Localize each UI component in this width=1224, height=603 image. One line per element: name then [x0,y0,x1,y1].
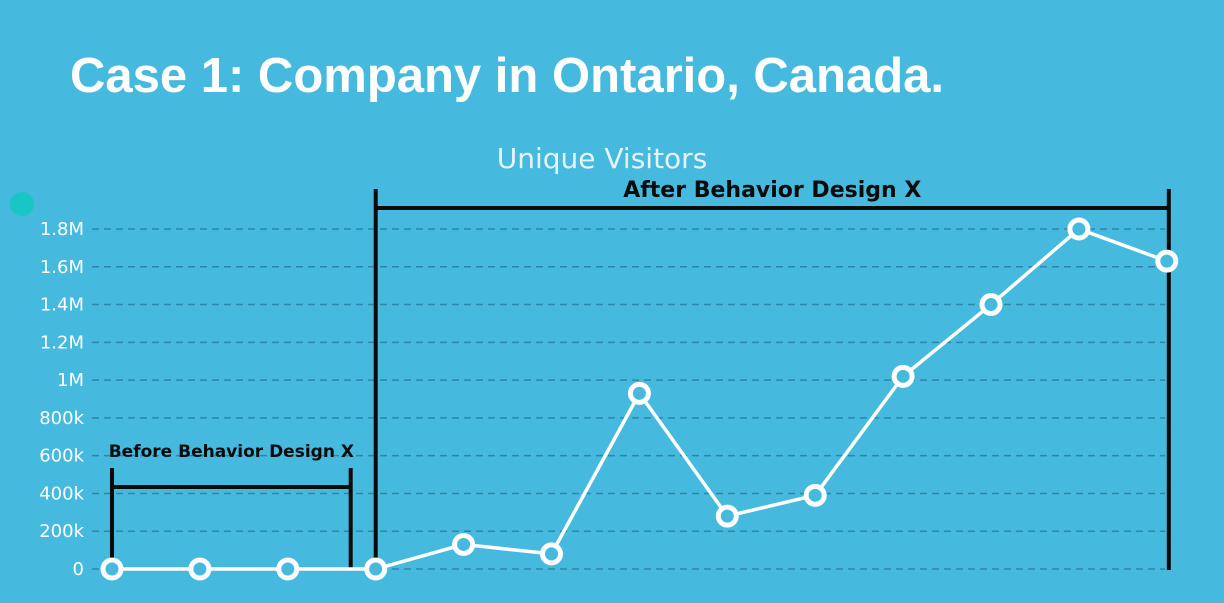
y-tick-label: 800k [39,408,84,429]
data-point [1067,217,1091,241]
y-tick-label: 600k [39,446,84,467]
slide-title: Case 1: Company in Ontario, Canada. [70,49,945,103]
y-tick-label: 200k [39,521,84,542]
y-tick-label: 400k [39,483,84,504]
data-point [627,381,651,405]
teal-dot [10,192,34,216]
data-point [452,532,476,556]
y-tick-label: 1.8M [40,219,84,240]
period-brackets: Before Behavior Design X After Behavior D… [109,178,1171,570]
data-point [188,557,212,581]
data-point [891,364,915,388]
y-tick-label: 1M [57,370,84,391]
data-point [803,483,827,507]
y-tick-label: 0 [73,559,84,580]
after-label: After Behavior Design X [623,178,921,203]
data-point [276,557,300,581]
y-axis-ticks: 0 200k 400k 600k 800k 1M 1.2M 1.4M 1.6M 1.8M [39,219,84,580]
data-point [100,557,124,581]
y-tick-label: 1.6M [40,257,84,278]
grid-lines [92,228,1165,570]
data-points [100,217,1179,581]
data-point [979,293,1003,317]
y-tick-label: 1.4M [40,295,84,316]
data-point [540,542,563,566]
before-label: Before Behavior Design X [109,442,354,462]
chart-title: Unique Visitors [497,142,708,175]
data-point [364,557,388,581]
y-tick-label: 1.2M [40,332,84,353]
data-point [715,504,739,528]
data-point [1155,249,1179,273]
